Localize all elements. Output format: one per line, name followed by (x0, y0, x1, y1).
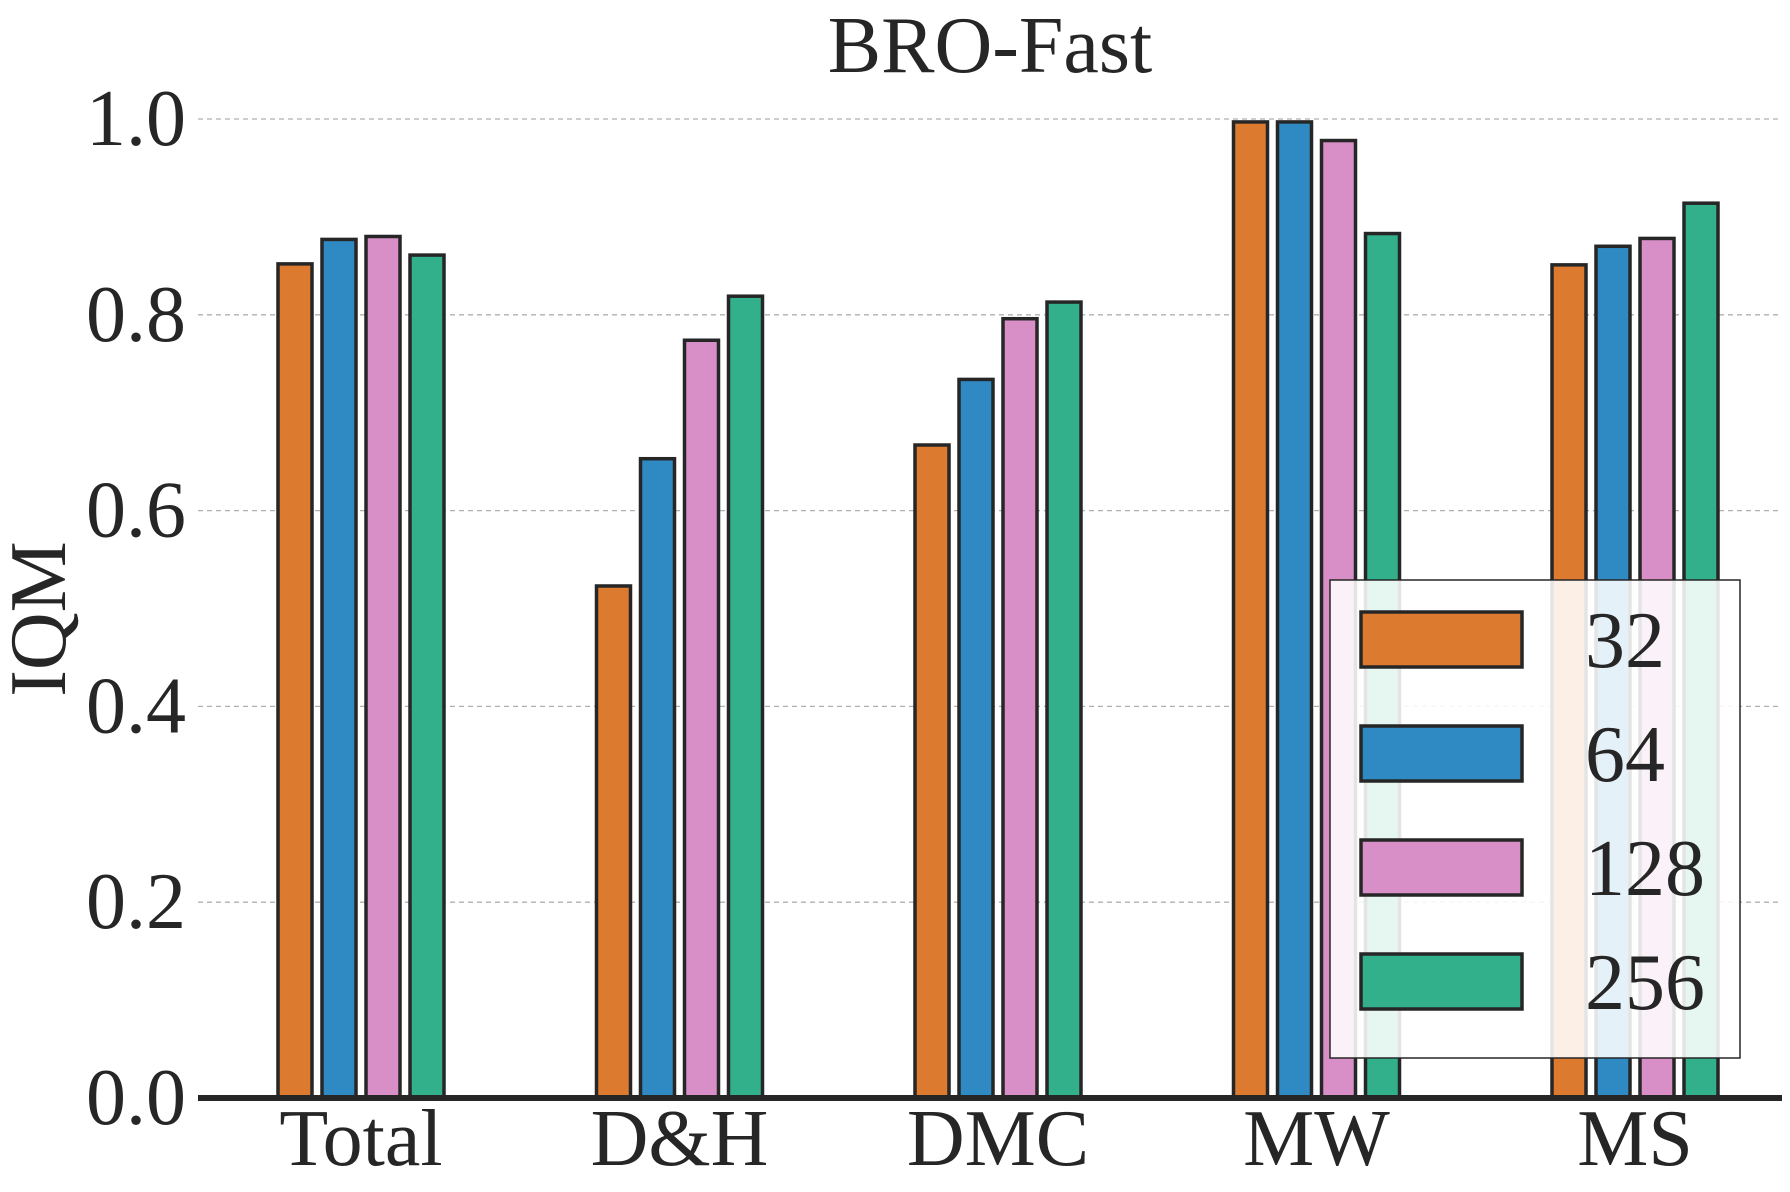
bar-mw-64 (1275, 120, 1314, 1100)
bar-dmc-256 (1045, 300, 1083, 1100)
bar-dmc-128 (1001, 316, 1039, 1100)
bar-total-128 (364, 234, 402, 1100)
legend-swatch-128 (1359, 838, 1524, 897)
bar-dh-256 (726, 294, 765, 1100)
bar-mw-32 (1231, 120, 1270, 1100)
bar-total-32 (276, 262, 314, 1100)
bar-dmc-64 (957, 377, 995, 1100)
x-tick-label: MW (1243, 1095, 1390, 1183)
y-tick-label: 0.4 (86, 662, 186, 750)
bar-dmc-32 (913, 443, 951, 1100)
x-tick-label: Total (279, 1095, 442, 1183)
y-tick-label: 0.6 (86, 467, 186, 555)
axes: 0.0 0.2 0.4 0.6 0.8 1.0 Total D&H DMC MW MS (86, 75, 1782, 1183)
legend-label-256: 256 (1585, 939, 1705, 1027)
legend-swatch-32 (1359, 610, 1524, 669)
x-tick-label: DMC (907, 1095, 1089, 1183)
chart-title: BRO-Fast (828, 2, 1153, 90)
bar-dh-64 (638, 456, 677, 1100)
legend-label-64: 64 (1585, 711, 1665, 799)
legend-label-32: 32 (1585, 597, 1665, 685)
y-tick-label: 1.0 (86, 75, 186, 163)
bar-dh-32 (594, 584, 633, 1100)
x-tick-label: MS (1577, 1095, 1693, 1183)
y-tick-label: 0.0 (86, 1054, 186, 1142)
y-axis-label: IQM (0, 541, 83, 697)
y-tick-label: 0.8 (86, 271, 186, 359)
bar-total-64 (320, 237, 358, 1100)
y-tick-label: 0.2 (86, 858, 186, 946)
bar-total-256 (408, 253, 446, 1100)
bar-dh-128 (682, 338, 721, 1100)
legend: 32 64 128 256 (1329, 579, 1741, 1059)
legend-swatch-256 (1359, 952, 1524, 1011)
legend-label-128: 128 (1585, 825, 1705, 913)
x-tick-label: D&H (591, 1095, 769, 1183)
legend-swatch-64 (1359, 724, 1524, 783)
